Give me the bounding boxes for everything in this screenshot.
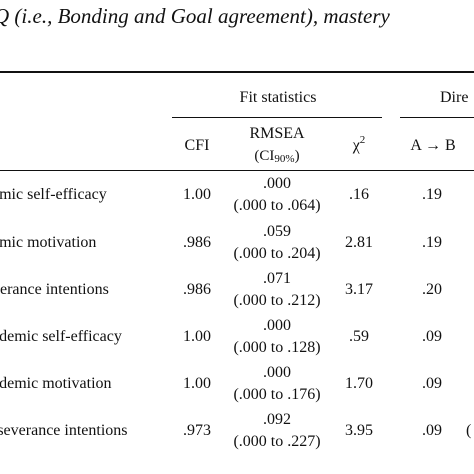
chi-square-value: .16 — [349, 186, 369, 203]
a-to-b-value: .09 — [422, 375, 442, 392]
group-header-fit-statistics: Fit statistics — [239, 89, 317, 106]
chi-square-value: .59 — [349, 328, 369, 345]
col-header-a-to-b: A → B — [410, 137, 456, 154]
col-header-chi-square: χ2 — [352, 134, 366, 154]
cfi-value: 1.00 — [183, 186, 211, 203]
cfi-value: 1.00 — [183, 375, 211, 392]
rmsea-value: .059 — [263, 223, 291, 240]
a-to-b-value: .19 — [422, 186, 442, 203]
chi-square-value: 2.81 — [345, 234, 373, 251]
rmsea-value: .092 — [263, 411, 291, 428]
rmsea-ci: (.000 to .227) — [233, 433, 321, 450]
cfi-value: .986 — [183, 281, 211, 298]
col-header-cfi: CFI — [184, 137, 210, 154]
cfi-value: .986 — [183, 234, 211, 251]
row-label: emic motivation — [0, 234, 97, 251]
rmsea-value: .000 — [263, 317, 291, 334]
cut-off-value: ( — [466, 422, 472, 439]
a-to-b-value: .20 — [422, 281, 442, 298]
row-label: emic self-efficacy — [0, 186, 107, 203]
chi-square-value: 1.70 — [345, 375, 373, 392]
fit-statistics-rule — [172, 117, 382, 118]
direct-effects-rule — [400, 117, 474, 118]
table-caption: Q (i.e., Bonding and Goal agreement), ma… — [0, 4, 390, 28]
rmsea-value: .000 — [263, 175, 291, 192]
rmsea-ci: (.000 to .176) — [233, 386, 321, 403]
row-label: ademic self-efficacy — [0, 328, 122, 345]
col-header-ci: (CI90%) — [254, 148, 300, 165]
a-to-b-value: .09 — [422, 328, 442, 345]
chi-square-value: 3.95 — [345, 422, 373, 439]
a-to-b-value: .09 — [422, 422, 442, 439]
rmsea-ci: (.000 to .212) — [233, 292, 321, 309]
header-rule — [0, 170, 474, 171]
rmsea-value: .071 — [263, 270, 291, 287]
top-rule — [0, 71, 474, 73]
rmsea-value: .000 — [263, 364, 291, 381]
cfi-value: .973 — [183, 422, 211, 439]
rmsea-ci: (.000 to .128) — [233, 339, 321, 356]
chi-square-value: 3.17 — [345, 281, 373, 298]
cfi-value: 1.00 — [183, 328, 211, 345]
group-header-direct: Dire — [440, 89, 469, 106]
row-label: verance intentions — [0, 281, 109, 298]
col-header-rmsea: RMSEA — [249, 125, 305, 142]
row-label: rseverance intentions — [0, 422, 128, 439]
a-to-b-value: .19 — [422, 234, 442, 251]
rmsea-ci: (.000 to .204) — [233, 245, 321, 262]
row-label: ademic motivation — [0, 375, 112, 392]
rmsea-ci: (.000 to .064) — [233, 197, 321, 214]
